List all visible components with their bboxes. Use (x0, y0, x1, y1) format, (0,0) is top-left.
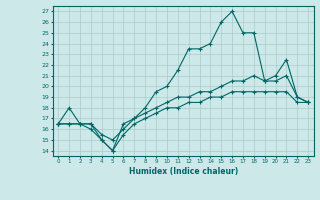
X-axis label: Humidex (Indice chaleur): Humidex (Indice chaleur) (129, 167, 238, 176)
